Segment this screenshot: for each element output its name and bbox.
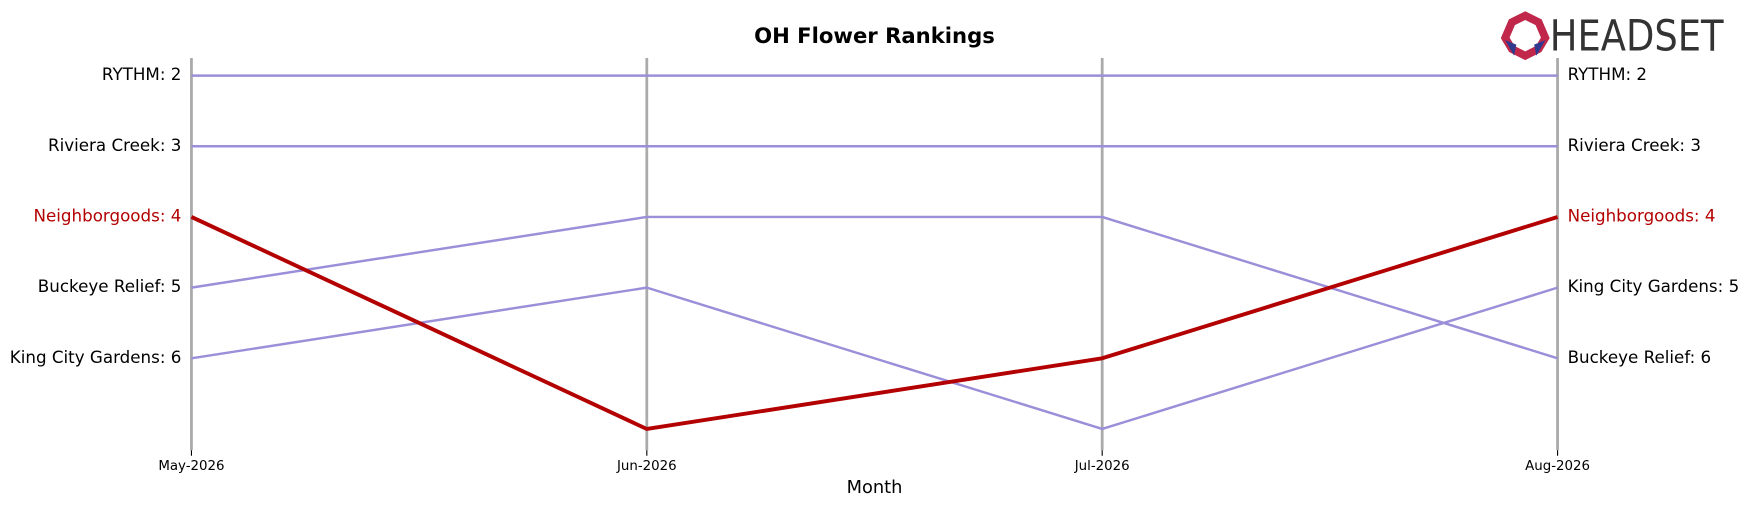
value-label: Riviera Creek: 3 [48, 135, 181, 155]
value-label: Buckeye Relief: 6 [1568, 347, 1712, 367]
value-label: King City Gardens: 6 [10, 347, 182, 367]
series-line [191, 286, 1558, 431]
x-tick-label: May-2026 [158, 459, 224, 474]
value-label: RYTHM: 2 [102, 64, 181, 84]
x-axis-label: Month [847, 477, 903, 498]
x-tick-label: Jul-2026 [1074, 459, 1130, 474]
series-line [191, 215, 1558, 360]
logo-mark [1500, 11, 1550, 61]
value-label: King City Gardens: 5 [1568, 276, 1740, 296]
value-label: Neighborgoods: 4 [1568, 205, 1716, 225]
logo-mark [1505, 40, 1517, 56]
chart-title: OH Flower Rankings [754, 23, 995, 48]
logo-mark [1534, 40, 1546, 56]
value-label: Riviera Creek: 3 [1568, 135, 1701, 155]
series-line [190, 215, 1559, 431]
value-label: RYTHM: 2 [1568, 64, 1647, 84]
logo: HEADSET [1500, 11, 1724, 61]
value-label: Buckeye Relief: 5 [38, 276, 182, 296]
x-tick-label: Jun-2026 [616, 459, 677, 474]
value-label: Neighborgoods: 4 [34, 205, 182, 225]
x-tick-label: Aug-2026 [1525, 459, 1590, 474]
logo-text: HEADSET [1550, 12, 1724, 61]
